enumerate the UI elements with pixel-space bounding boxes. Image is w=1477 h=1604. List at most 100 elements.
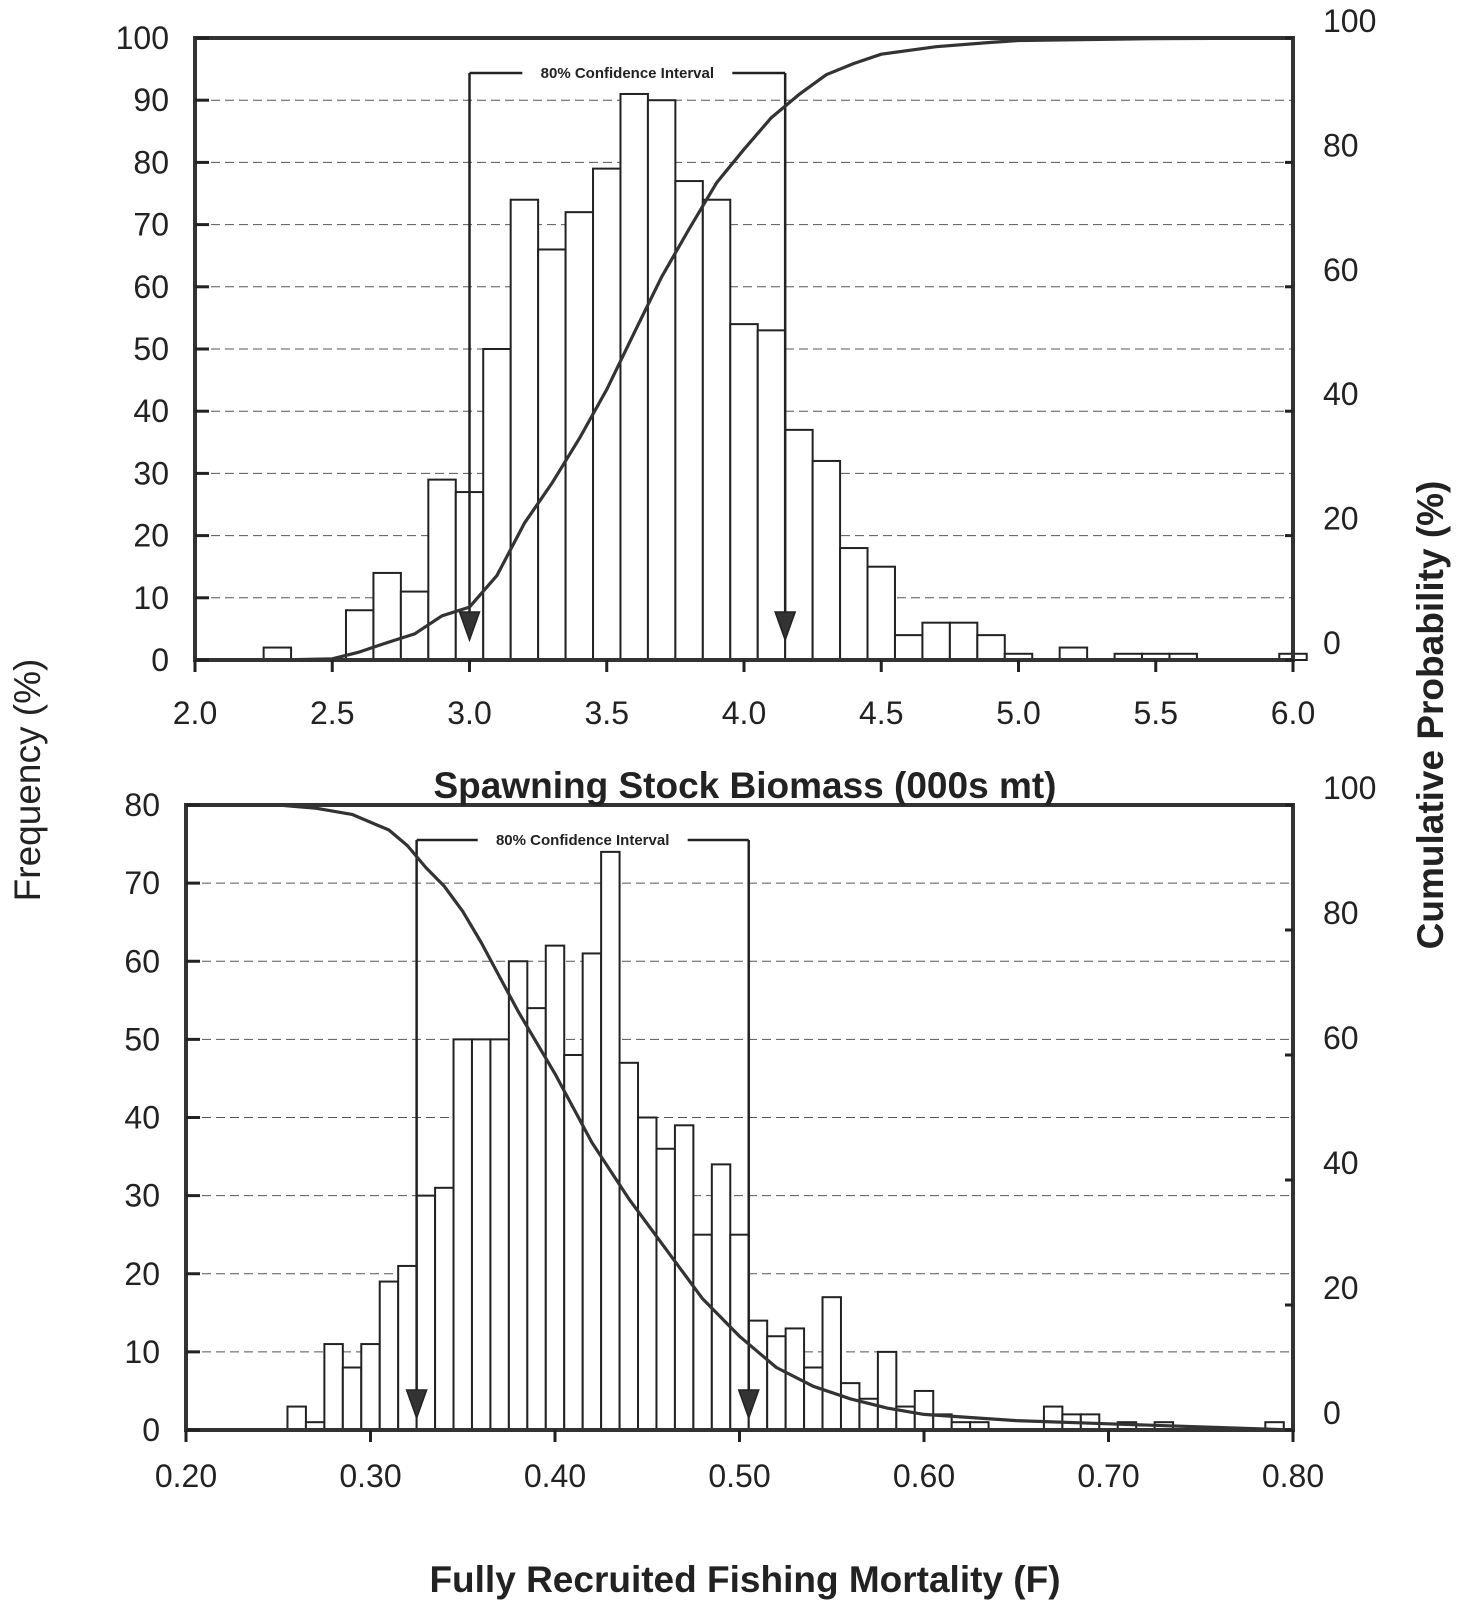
histogram-bar [434, 1186, 455, 1431]
y-tick-label: 20 [124, 1256, 160, 1292]
y-tick-label: 70 [124, 865, 160, 901]
histogram-bar [452, 1038, 473, 1431]
histogram-bar [674, 180, 704, 661]
histogram-bar [482, 348, 512, 661]
histogram-bar [537, 248, 567, 661]
histogram-bar [323, 1343, 344, 1431]
y2-tick-label: 40 [1323, 1145, 1359, 1181]
histogram-bar [378, 1280, 400, 1431]
histogram-bar [913, 1389, 935, 1431]
y2-tick-label: 0 [1323, 625, 1341, 661]
y-tick-label: 30 [124, 1178, 160, 1214]
y2-tick-label: 20 [1323, 1270, 1359, 1306]
histogram-bar [399, 590, 430, 662]
histogram-bar [766, 1335, 787, 1431]
histogram-bar [360, 1343, 381, 1431]
histogram-bar [427, 478, 457, 661]
histogram-bar [673, 1124, 695, 1431]
histogram-bar [839, 1382, 861, 1431]
histogram-bar [893, 634, 924, 661]
histogram-bar [526, 1007, 547, 1431]
x-tick-label: 3.5 [585, 695, 629, 731]
histogram-bar [948, 621, 979, 661]
histogram-bar [646, 99, 677, 661]
histogram-bar [756, 329, 787, 661]
y-tick-label: 80 [133, 144, 169, 180]
x-tick-label: 2.0 [173, 695, 217, 731]
y-tick-label: 60 [133, 269, 169, 305]
histogram-bar [592, 167, 622, 661]
y-tick-label: 10 [124, 1334, 160, 1370]
histogram-bar [803, 1366, 824, 1431]
y-tick-label: 80 [124, 787, 160, 823]
histogram-bar [821, 1296, 842, 1431]
x-tick-label: 2.5 [310, 695, 354, 731]
x-tick-label: 0.30 [339, 1458, 401, 1494]
histogram-bar [544, 944, 566, 1431]
histogram-bar [600, 850, 621, 1431]
confidence-interval: 80% Confidence Interval [458, 65, 797, 643]
histogram-bar [866, 565, 896, 662]
x-tick-label: 0.80 [1262, 1458, 1324, 1494]
y-tick-label: 50 [133, 331, 169, 367]
y2-tick-label: 40 [1323, 376, 1359, 412]
y-tick-label: 10 [133, 580, 169, 616]
y2-tick-label: 60 [1323, 1020, 1359, 1056]
x-tick-label: 0.20 [155, 1458, 217, 1494]
y-tick-label: 100 [116, 20, 169, 56]
y2-tick-label: 100 [1323, 770, 1376, 806]
y-tick-label: 90 [133, 82, 169, 118]
histogram-bar [618, 1061, 640, 1431]
histogram-bar [747, 1319, 769, 1431]
histogram-bar [710, 1163, 732, 1431]
y-tick-label: 0 [151, 642, 169, 678]
ci-label: 80% Confidence Interval [541, 65, 714, 82]
y2-tick-label: 0 [1323, 1395, 1341, 1431]
histogram-bar [619, 92, 649, 662]
histogram-bar [507, 960, 529, 1431]
ci-lower-arrow [405, 1389, 428, 1421]
histogram-bar [581, 952, 603, 1431]
x-tick-label: 0.40 [524, 1458, 586, 1494]
x-tick-label: 3.0 [447, 695, 491, 731]
histogram-bar [1042, 1405, 1064, 1431]
histogram-bar [489, 1038, 510, 1431]
x-axis-title-fishing-mortality: Fully Recruited Fishing Mortality (F) [429, 1559, 1060, 1600]
histogram-bar [470, 1038, 492, 1431]
cumulative-probability-line [195, 36, 1294, 662]
y2-tick-label: 80 [1323, 127, 1359, 163]
left-axis-title: Frequency (%) [7, 659, 48, 902]
y-tick-label: 60 [124, 943, 160, 979]
y2-tick-label: 100 [1323, 3, 1376, 39]
ci-lower-arrow [458, 611, 481, 643]
x-tick-label: 0.70 [1077, 1458, 1139, 1494]
y-tick-label: 50 [124, 1021, 160, 1057]
x-tick-label: 6.0 [1271, 695, 1315, 731]
x-tick-label: 4.5 [859, 695, 903, 731]
histogram-bar [637, 1116, 658, 1431]
histogram-bar [341, 1366, 363, 1431]
y-tick-label: 70 [133, 207, 169, 243]
y-tick-label: 30 [133, 455, 169, 491]
ci-upper-arrow [774, 611, 797, 643]
x-tick-label: 5.0 [996, 695, 1040, 731]
y2-tick-label: 60 [1323, 252, 1359, 288]
histogram-bar [509, 198, 540, 661]
y2-tick-label: 20 [1323, 501, 1359, 537]
ci-label: 80% Confidence Interval [496, 832, 669, 849]
x-axis-title-biomass: Spawning Stock Biomass (000s mt) [433, 765, 1056, 806]
histogram-bar [286, 1405, 307, 1431]
histogram-bar [876, 1350, 898, 1431]
cumulative-probability-line [186, 803, 1294, 1432]
chart-panel-biomass: 80% Confidence Interval 0 10 20 30 40 50 60 70 80… [116, 3, 1377, 731]
x-tick-label: 4.0 [722, 695, 766, 731]
histogram-bar [921, 621, 951, 661]
histogram-bar [839, 547, 869, 661]
y-tick-label: 20 [133, 518, 169, 554]
x-tick-label: 5.5 [1134, 695, 1178, 731]
y-tick-label: 40 [124, 1100, 160, 1136]
right-axis-title: Cumulative Probability (%) [1410, 481, 1451, 950]
y-tick-label: 40 [133, 393, 169, 429]
histogram-bar [729, 323, 759, 661]
